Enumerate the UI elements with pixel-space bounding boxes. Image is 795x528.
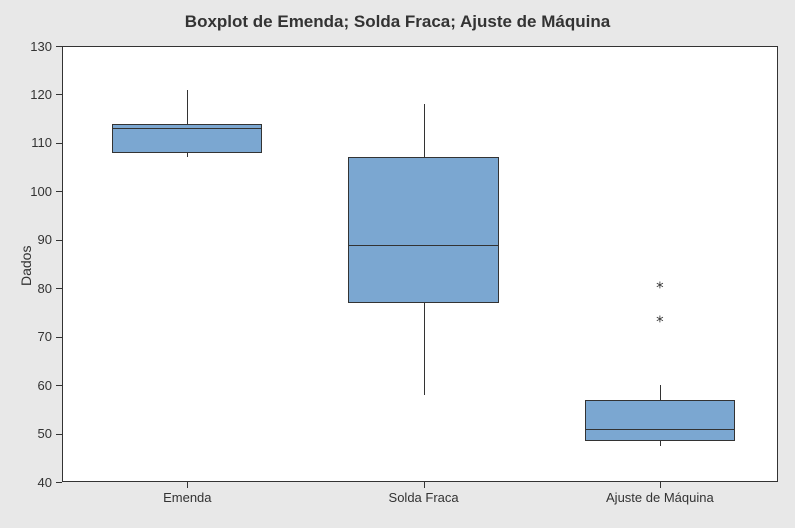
x-tick-mark [424,482,425,488]
whisker-lower [424,303,425,395]
x-tick-label: Emenda [163,490,211,505]
y-tick-label: 60 [20,378,52,393]
x-tick-label: Solda Fraca [389,490,459,505]
y-tick-label: 110 [20,135,52,150]
median-line [585,429,735,430]
outlier-point: * [655,281,664,296]
y-tick-label: 130 [20,39,52,54]
y-tick-mark [56,143,62,144]
y-tick-label: 50 [20,426,52,441]
median-line [348,245,498,246]
y-tick-mark [56,337,62,338]
y-tick-mark [56,46,62,47]
whisker-lower [187,153,188,158]
chart-title: Boxplot de Emenda; Solda Fraca; Ajuste d… [0,12,795,32]
y-tick-mark [56,191,62,192]
y-tick-label: 40 [20,475,52,490]
y-tick-mark [56,288,62,289]
chart-container: Boxplot de Emenda; Solda Fraca; Ajuste d… [0,0,795,528]
y-tick-mark [56,240,62,241]
box [585,400,735,441]
y-tick-mark [56,385,62,386]
y-tick-label: 70 [20,329,52,344]
y-tick-label: 100 [20,184,52,199]
y-tick-mark [56,482,62,483]
x-tick-mark [187,482,188,488]
whisker-upper [424,104,425,157]
whisker-lower [660,441,661,446]
y-tick-label: 120 [20,87,52,102]
y-tick-label: 90 [20,232,52,247]
box [348,157,498,302]
whisker-upper [660,385,661,400]
y-tick-mark [56,434,62,435]
y-tick-mark [56,94,62,95]
median-line [112,128,262,129]
x-tick-label: Ajuste de Máquina [606,490,714,505]
outlier-point: * [655,315,664,330]
y-tick-label: 80 [20,281,52,296]
whisker-upper [187,90,188,124]
x-tick-mark [660,482,661,488]
